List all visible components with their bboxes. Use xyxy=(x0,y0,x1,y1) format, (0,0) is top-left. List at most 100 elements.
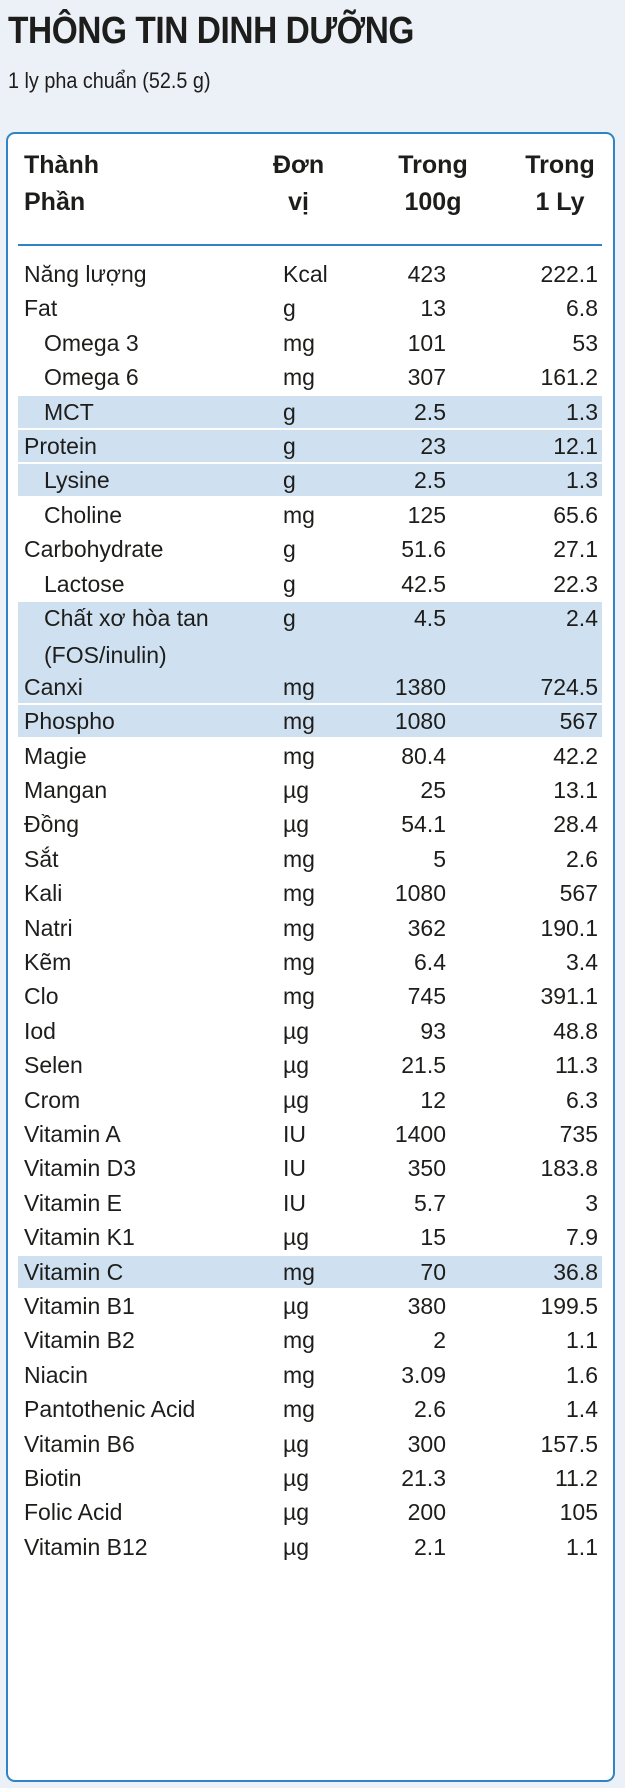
unit-cell: mg xyxy=(283,1396,315,1423)
ingredient-name: Vitamin C xyxy=(24,1258,124,1285)
ingredient-name: Vitamin B6 xyxy=(24,1430,135,1457)
ingredient-name: Niacin xyxy=(24,1361,88,1388)
unit-cell: µg xyxy=(283,777,310,803)
unit-cell: IU xyxy=(283,1121,306,1147)
unit-cell: µg xyxy=(283,1430,310,1457)
table-row: Magie mg 80.4 42.2 xyxy=(18,740,602,772)
per-serving-cell: 48.8 xyxy=(553,1017,598,1044)
ingredient-name: Vitamin A xyxy=(24,1121,121,1147)
ingredient-name: Folic Acid xyxy=(24,1499,123,1526)
header-per-100g-line1: Trong xyxy=(398,151,468,179)
per-serving-cell: 11.2 xyxy=(554,1465,598,1491)
per-serving-cell: 724.5 xyxy=(540,673,598,700)
page-title: THÔNG TIN DINH DƯỠNG xyxy=(8,10,415,52)
unit-cell: mg xyxy=(283,708,315,735)
header-unit: Đơn vị xyxy=(273,147,324,221)
per-100g-cell: 13 xyxy=(420,295,446,322)
unit-cell: µg xyxy=(283,1224,310,1251)
ingredient-name: Pantothenic Acid xyxy=(24,1396,196,1423)
per-serving-cell: 13.1 xyxy=(553,777,598,803)
unit-cell: g xyxy=(283,605,296,631)
per-100g-cell: 42.5 xyxy=(401,570,446,597)
ingredient-name: Fat xyxy=(24,295,58,322)
per-100g-cell: 2.6 xyxy=(414,1396,446,1423)
per-serving-cell: 735 xyxy=(559,1121,598,1147)
per-100g-cell: 1380 xyxy=(394,673,446,700)
per-serving-cell: 53 xyxy=(572,329,598,356)
per-100g-cell: 3.09 xyxy=(401,1361,446,1388)
ingredient-name: Kali xyxy=(24,880,63,907)
per-100g-cell: 4.5 xyxy=(414,605,446,631)
per-100g-cell: 2.5 xyxy=(414,398,446,425)
per-100g-cell: 200 xyxy=(407,1499,446,1526)
unit-cell: µg xyxy=(283,1465,310,1491)
header-per-100g-line2: 100g xyxy=(404,188,462,216)
header-ingredient-line1: Thành xyxy=(24,151,99,179)
header-per-serving-line2: 1 Ly xyxy=(535,188,585,216)
per-serving-cell: 1.3 xyxy=(566,467,598,494)
ingredient-name: Vitamin E xyxy=(24,1189,123,1216)
ingredient-name-line2: (FOS/inulin) xyxy=(44,642,167,668)
ingredient-name: Omega 6 xyxy=(44,364,139,391)
table-row: Vitamin E IU 5.7 3 xyxy=(18,1187,602,1219)
table-row: Vitamin B6 µg 300 157.5 xyxy=(18,1428,602,1460)
ingredient-name: Lactose xyxy=(44,570,125,597)
unit-cell: g xyxy=(283,295,296,322)
per-100g-cell: 54.1 xyxy=(401,811,446,838)
per-serving-cell: 65.6 xyxy=(553,501,598,528)
table-row: Vitamin D3 IU 350 183.8 xyxy=(18,1152,602,1184)
per-100g-cell: 2 xyxy=(433,1327,446,1354)
per-serving-cell: 36.8 xyxy=(553,1258,598,1285)
unit-cell: µg xyxy=(283,811,310,838)
table-row: Folic Acid µg 200 105 xyxy=(18,1496,602,1528)
unit-cell: mg xyxy=(283,364,315,391)
per-serving-cell: 22.3 xyxy=(553,570,598,597)
table-row: Lysine g 2.5 1.3 xyxy=(18,464,602,497)
header-per-100g: Trong 100g xyxy=(390,147,476,221)
table-row: Vitamin B2 mg 2 1.1 xyxy=(18,1324,602,1356)
unit-cell: mg xyxy=(283,1361,315,1388)
unit-cell: µg xyxy=(283,1086,310,1113)
per-100g-cell: 2.1 xyxy=(414,1533,446,1560)
table-row: Vitamin C mg 70 36.8 xyxy=(18,1255,602,1288)
ingredient-name: Năng lượng xyxy=(24,261,147,287)
unit-cell: mg xyxy=(283,329,315,356)
per-100g-cell: 21.3 xyxy=(401,1465,446,1491)
per-serving-cell: 7.9 xyxy=(566,1224,598,1251)
ingredient-name: Biotin xyxy=(24,1465,82,1491)
unit-cell: mg xyxy=(283,880,315,907)
per-serving-cell: 199.5 xyxy=(540,1293,598,1319)
table-row: Natri mg 362 190.1 xyxy=(18,912,602,944)
table-row: Iod µg 93 48.8 xyxy=(18,1015,602,1047)
per-100g-cell: 101 xyxy=(407,329,446,356)
per-serving-cell: 11.3 xyxy=(554,1052,598,1079)
unit-cell: Kcal xyxy=(283,261,328,287)
per-serving-cell: 183.8 xyxy=(540,1155,598,1182)
per-serving-cell: 2.4 xyxy=(566,605,598,631)
ingredient-name: MCT xyxy=(44,398,94,425)
ingredient-name: Natri xyxy=(24,914,73,941)
per-serving-cell: 42.2 xyxy=(553,742,598,769)
table-row: Mangan µg 25 13.1 xyxy=(18,774,602,806)
per-serving-cell: 3 xyxy=(585,1189,598,1216)
per-100g-cell: 25 xyxy=(420,777,446,803)
table-row: Lactose g 42.5 22.3 xyxy=(18,568,602,600)
header-per-serving-line1: Trong xyxy=(525,151,595,179)
ingredient-name: Đồng xyxy=(24,811,79,838)
ingredient-name: Vitamin B12 xyxy=(24,1533,148,1560)
per-serving-cell: 391.1 xyxy=(540,983,598,1010)
per-100g-cell: 1400 xyxy=(394,1121,446,1147)
per-100g-cell: 21.5 xyxy=(401,1052,446,1079)
table-row: Protein g 23 12.1 xyxy=(18,430,602,462)
per-100g-cell: 51.6 xyxy=(401,536,446,563)
per-serving-cell: 567 xyxy=(559,880,598,907)
unit-cell: mg xyxy=(283,1258,315,1285)
table-row: Selen µg 21.5 11.3 xyxy=(18,1049,602,1081)
ingredient-name: Omega 3 xyxy=(44,329,139,356)
table-row: Vitamin A IU 1400 735 xyxy=(18,1118,602,1150)
per-serving-cell: 157.5 xyxy=(540,1430,598,1457)
per-serving-cell: 222.1 xyxy=(540,261,598,287)
table-row: Kẽm mg 6.4 3.4 xyxy=(18,946,602,978)
unit-cell: IU xyxy=(283,1155,306,1182)
per-serving-cell: 190.1 xyxy=(540,914,598,941)
